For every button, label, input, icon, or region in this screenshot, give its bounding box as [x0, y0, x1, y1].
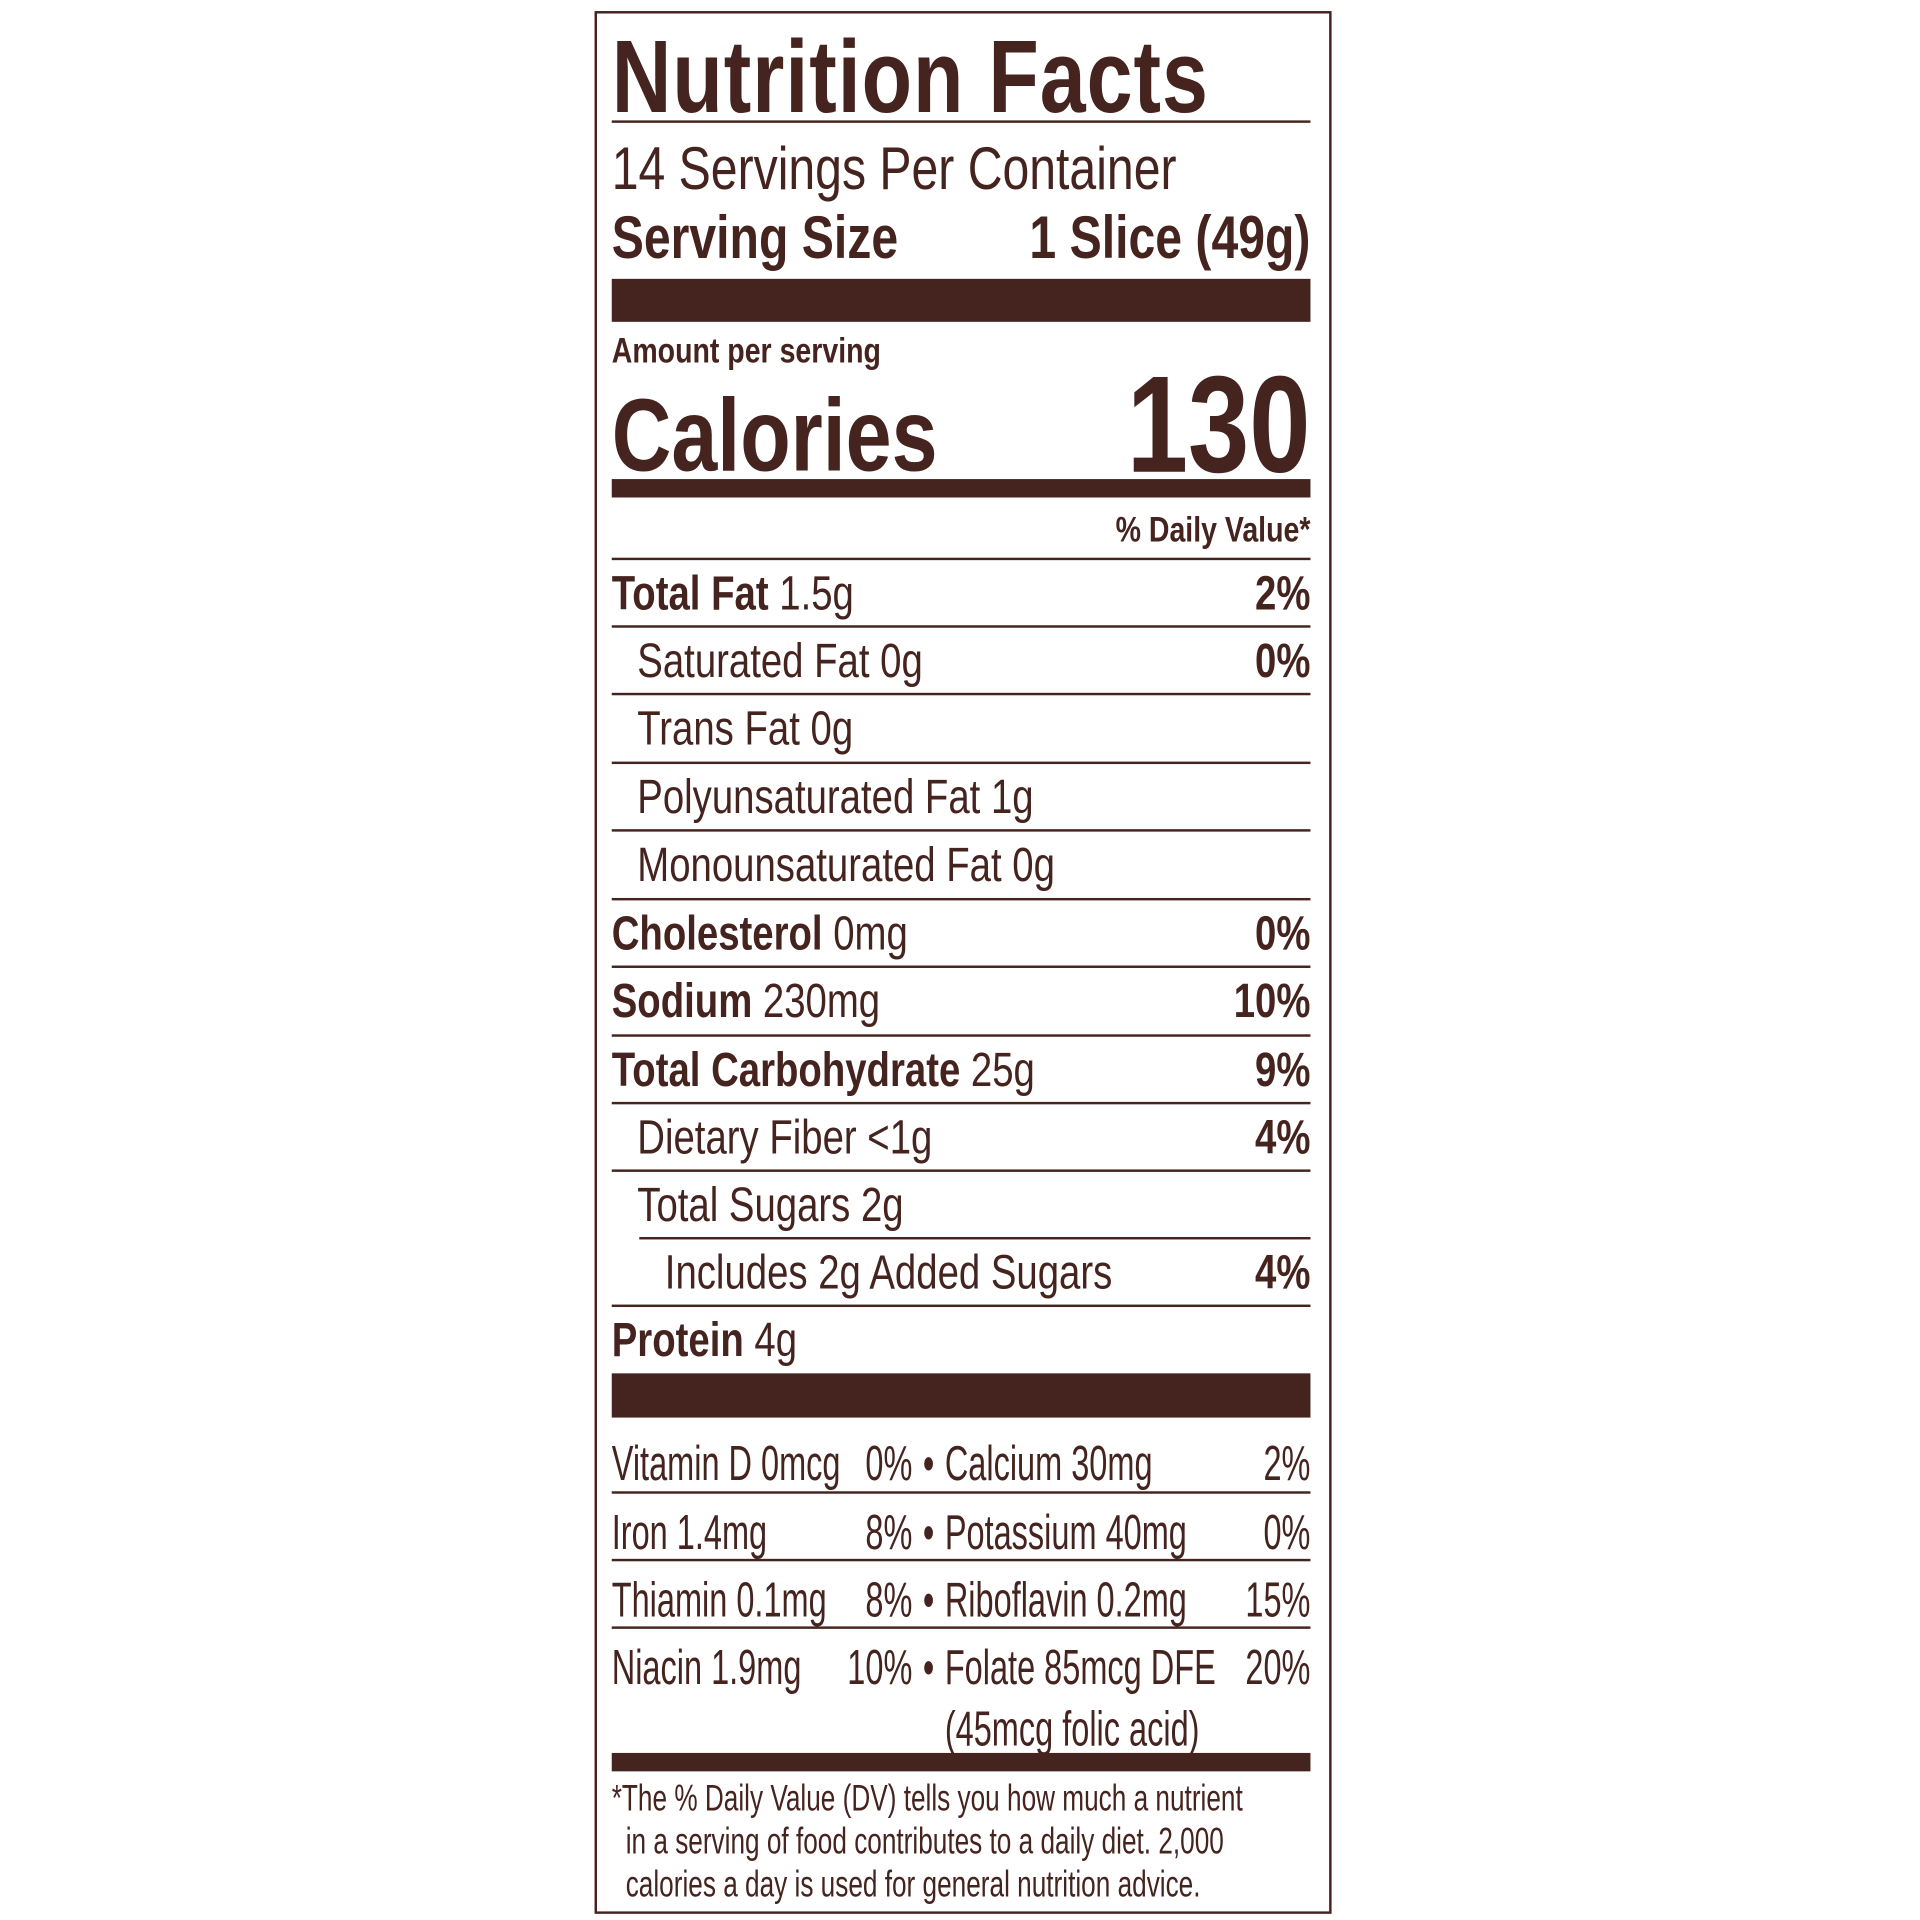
divider	[611, 120, 1311, 123]
vitamin-name: Potassium 40mg	[944, 1506, 1187, 1561]
servings-per-container: 14 Servings Per Container	[611, 136, 1177, 203]
vitamins-section: Vitamin D 0mcg 0% • Calcium 30mg 2% Iron 1…	[612, 1425, 1311, 1754]
divider	[611, 1558, 1311, 1562]
divider	[611, 557, 1311, 561]
nutrient-row-total-sugars: Total Sugars 2g	[612, 1172, 1311, 1240]
nutrient-name: Sodium	[611, 975, 753, 1029]
nutrient-name: Cholesterol	[611, 907, 823, 961]
label-title: Nutrition Facts	[611, 18, 1209, 134]
medium-divider	[611, 1752, 1311, 1772]
nutrient-row-saturated-fat: Saturated Fat 0g 0%	[612, 628, 1311, 696]
serving-size-row: Serving Size 1 Slice (49g)	[612, 204, 1311, 273]
daily-value-header: % Daily Value*	[1115, 511, 1311, 551]
nutrient-row-trans-fat: Trans Fat 0g	[612, 695, 1311, 763]
calories-value: 130	[1126, 347, 1311, 502]
vitamin-row: Iron 1.4mg 8% • Potassium 40mg 0%	[612, 1494, 1311, 1562]
amount-per-serving: Amount per serving	[611, 331, 881, 371]
nutrient-name: Trans Fat 0g	[637, 702, 854, 756]
vitamin-name: Niacin 1.9mg	[611, 1641, 802, 1696]
nutrient-row-polyunsaturated-fat: Polyunsaturated Fat 1g	[612, 764, 1311, 832]
nutrient-amount: 25g	[970, 1044, 1035, 1097]
divider	[611, 1169, 1311, 1172]
label-border	[594, 11, 1332, 1914]
nutrient-row-dietary-fiber: Dietary Fiber <1g 4%	[612, 1104, 1311, 1172]
vitamin-dv: 0%	[1263, 1506, 1311, 1561]
nutrient-row-added-sugars: Includes 2g Added Sugars 4%	[612, 1239, 1311, 1307]
nutrient-row-cholesterol: Cholesterol 0mg 0%	[612, 900, 1311, 968]
nutrient-name: Total Carbohydrate	[611, 1044, 961, 1097]
nutrient-amount: 0mg	[833, 907, 908, 961]
divider	[611, 897, 1311, 901]
nutrient-name: Total Fat	[611, 567, 769, 621]
nutrient-name: Saturated Fat 0g	[637, 635, 923, 688]
nutrient-amount: 4g	[754, 1314, 798, 1368]
thick-divider	[611, 1373, 1311, 1418]
nutrient-amount: 1.5g	[779, 567, 854, 621]
vitamin-dv: 8%	[865, 1573, 913, 1628]
vitamin-dv: 2%	[1263, 1437, 1311, 1492]
vitamin-name: Calcium 30mg	[944, 1437, 1153, 1492]
nutrient-row-total-carbohydrate: Total Carbohydrate 25g 9%	[612, 1037, 1311, 1105]
vitamin-name: Riboflavin 0.2mg	[944, 1573, 1187, 1628]
divider	[611, 1491, 1311, 1494]
vitamin-name: Folate 85mcg DFE	[944, 1641, 1216, 1696]
nutrient-dv: 4%	[1255, 1246, 1311, 1300]
footnote: *The % Daily Value (DV) tells you how mu…	[612, 1777, 1310, 1906]
bullet-icon: •	[922, 1641, 935, 1696]
vitamin-dv: 20%	[1245, 1641, 1311, 1696]
footnote-line: in a serving of food contributes to a da…	[625, 1821, 1224, 1863]
bullet-icon: •	[922, 1437, 935, 1492]
nutrient-dv: 0%	[1255, 907, 1311, 961]
vitamin-row: Niacin 1.9mg 10% • Folate 85mcg DFE 20% (4…	[611, 1629, 1311, 1757]
nutrient-row-monounsaturated-fat: Monounsaturated Fat 0g	[612, 832, 1311, 900]
vitamin-row: Vitamin D 0mcg 0% • Calcium 30mg 2%	[612, 1425, 1311, 1493]
vitamin-row: Thiamin 0.1mg 8% • Riboflavin 0.2mg 15%	[612, 1561, 1311, 1629]
vitamin-dv: 8%	[865, 1506, 913, 1561]
serving-size-value: 1 Slice (49g)	[1029, 205, 1311, 272]
bullet-icon: •	[922, 1506, 935, 1561]
nutrient-name: Protein	[611, 1314, 744, 1368]
divider	[611, 1626, 1311, 1629]
divider	[611, 1034, 1311, 1037]
nutrient-row-total-fat: Total Fat 1.5g 2%	[612, 560, 1311, 628]
nutrient-name: Includes 2g Added Sugars	[664, 1246, 1113, 1300]
bullet-icon: •	[922, 1573, 935, 1628]
vitamin-dv: 15%	[1245, 1573, 1311, 1628]
nutrient-dv: 4%	[1255, 1111, 1311, 1165]
divider	[611, 761, 1311, 765]
divider	[611, 692, 1311, 696]
footnote-line: calories a day is used for general nutri…	[625, 1864, 1201, 1906]
divider	[611, 829, 1311, 832]
nutrient-dv: 9%	[1255, 1044, 1311, 1097]
nutrient-row-sodium: Sodium 230mg 10%	[612, 968, 1311, 1036]
thick-divider	[611, 278, 1311, 322]
nutrient-name: Monounsaturated Fat 0g	[637, 838, 1055, 892]
vitamin-name: Thiamin 0.1mg	[611, 1573, 827, 1628]
vitamin-name: Vitamin D 0mcg	[611, 1437, 841, 1492]
divider	[639, 1236, 1311, 1240]
vitamin-dv: 10%	[847, 1641, 913, 1696]
medium-divider	[611, 479, 1311, 498]
nutrient-name: Total Sugars 2g	[637, 1179, 904, 1233]
serving-size-label: Serving Size	[611, 205, 899, 272]
nutrient-amount: 230mg	[762, 975, 881, 1029]
divider	[611, 1101, 1311, 1105]
divider	[611, 965, 1311, 968]
nutrient-row-protein: Protein 4g	[612, 1307, 1311, 1375]
vitamin-dv: 0%	[865, 1437, 913, 1492]
vitamin-note: (45mcg folic acid)	[944, 1702, 1200, 1757]
nutrient-name: Dietary Fiber <1g	[637, 1111, 933, 1165]
divider	[611, 1304, 1311, 1308]
vitamin-name: Iron 1.4mg	[611, 1506, 768, 1561]
footnote-line: *The % Daily Value (DV) tells you how mu…	[611, 1778, 1243, 1820]
divider	[611, 625, 1311, 628]
nutrient-dv: 2%	[1255, 567, 1311, 621]
calories-label: Calories	[611, 377, 938, 493]
nutrient-dv: 0%	[1255, 635, 1311, 688]
nutrient-name: Polyunsaturated Fat 1g	[637, 771, 1034, 825]
nutrient-dv: 10%	[1233, 975, 1311, 1029]
